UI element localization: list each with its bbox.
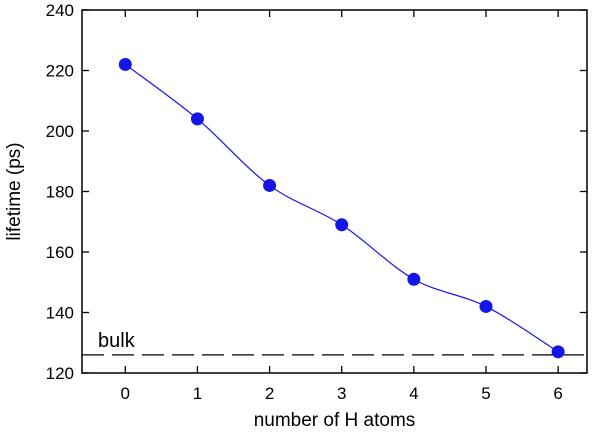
bulk-reference-label: bulk (98, 330, 136, 352)
x-tick-label: 1 (193, 384, 202, 403)
data-point (551, 345, 565, 359)
y-tick-label: 160 (46, 243, 74, 262)
y-tick-label: 180 (46, 183, 74, 202)
data-point (118, 57, 132, 71)
x-tick-label: 3 (337, 384, 346, 403)
y-tick-label: 120 (46, 364, 74, 383)
y-tick-label: 240 (46, 1, 74, 20)
y-tick-label: 140 (46, 304, 74, 323)
reference-line-group: bulk (82, 330, 587, 356)
fit-curve (124, 63, 559, 353)
data-point (263, 178, 277, 192)
x-tick-label: 4 (409, 384, 418, 403)
x-axis-title: number of H atoms (254, 410, 416, 431)
x-tick-label: 2 (265, 384, 274, 403)
y-axis-title: lifetime (ps) (4, 142, 25, 240)
data-points (118, 57, 565, 359)
y-tick-label: 220 (46, 62, 74, 81)
axis-ticks: 0 1 2 3 4 5 6 120 140 160 180 200 220 240 (46, 1, 587, 403)
x-tick-label: 6 (553, 384, 562, 403)
data-point (190, 112, 204, 126)
x-tick-label: 0 (121, 384, 130, 403)
plot-frame (81, 9, 588, 374)
fit-curve-group (124, 63, 559, 353)
data-point (335, 218, 349, 232)
y-tick-label: 200 (46, 122, 74, 141)
data-point (479, 299, 493, 313)
data-point (407, 272, 421, 286)
x-tick-label: 5 (481, 384, 490, 403)
